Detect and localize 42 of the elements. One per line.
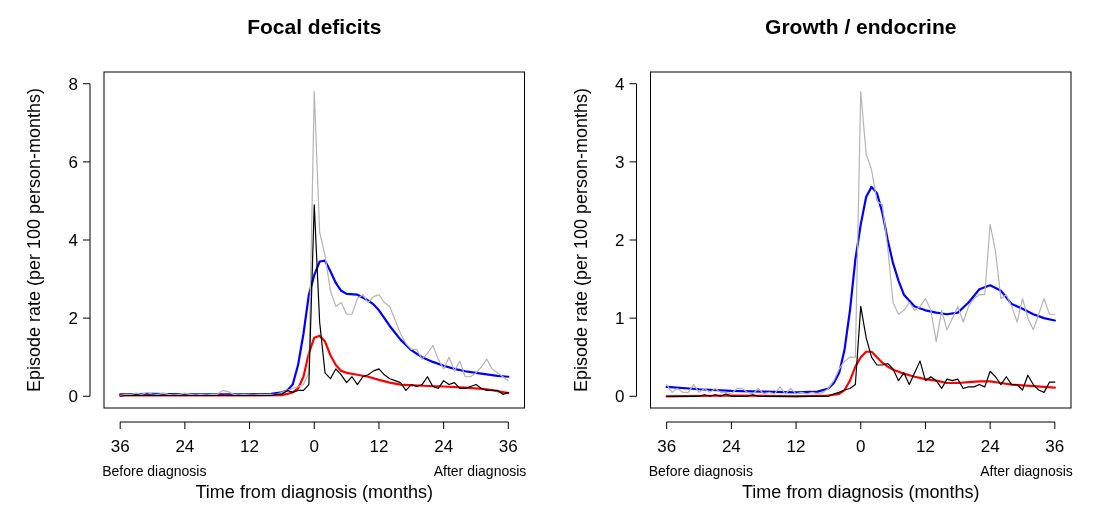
line-series xyxy=(119,259,510,396)
x-tick-label: 0 xyxy=(856,437,866,456)
x-tick-label: 36 xyxy=(657,437,677,456)
x-tick-label: 24 xyxy=(434,437,454,456)
chart-title: Focal deficits xyxy=(247,15,382,38)
line-series xyxy=(119,204,509,397)
line-series xyxy=(119,90,509,397)
y-tick-label: 2 xyxy=(68,309,78,329)
y-tick-label: 3 xyxy=(615,152,625,172)
y-tick-label: 6 xyxy=(68,152,78,172)
y-tick-label: 4 xyxy=(615,74,625,94)
line-series xyxy=(666,90,1056,395)
text: After diagnosis xyxy=(980,463,1073,479)
chart-title: Growth / endocrine xyxy=(765,15,957,38)
y-tick-label: 8 xyxy=(68,74,78,94)
x-tick-label: 12 xyxy=(915,437,935,456)
text: After diagnosis xyxy=(433,463,527,479)
x-tick-label: 24 xyxy=(175,437,195,456)
line-series xyxy=(665,185,1056,394)
x-tick-label: 36 xyxy=(498,437,518,456)
line-series xyxy=(666,305,1056,397)
line-series xyxy=(665,350,1056,398)
x-tick-label: 12 xyxy=(786,437,806,456)
x-tick-label: 12 xyxy=(369,437,389,456)
y-tick-label: 0 xyxy=(615,387,625,407)
x-tick-label: 24 xyxy=(721,437,741,456)
y-tick-label: 2 xyxy=(615,230,625,250)
y-tick-label: 4 xyxy=(68,230,78,250)
y-axis-title: Episode rate (per 100 person-months) xyxy=(24,87,44,393)
y-tick-label: 1 xyxy=(615,309,625,329)
x-axis-title: Time from diagnosis (months) xyxy=(742,482,980,502)
y-tick-label: 0 xyxy=(68,387,78,407)
x-axis-title: Time from diagnosis (months) xyxy=(195,482,433,502)
x-tick-label: 36 xyxy=(1045,437,1065,456)
x-tick-label: 24 xyxy=(980,437,1000,456)
x-tick-label: 36 xyxy=(110,437,130,456)
text: Before diagnosis xyxy=(102,463,207,479)
line-series xyxy=(119,334,510,397)
x-tick-label: 12 xyxy=(240,437,260,456)
x-tick-label: 0 xyxy=(309,437,319,456)
y-axis-title: Episode rate (per 100 person-months) xyxy=(570,87,591,393)
text: Before diagnosis xyxy=(648,463,753,479)
